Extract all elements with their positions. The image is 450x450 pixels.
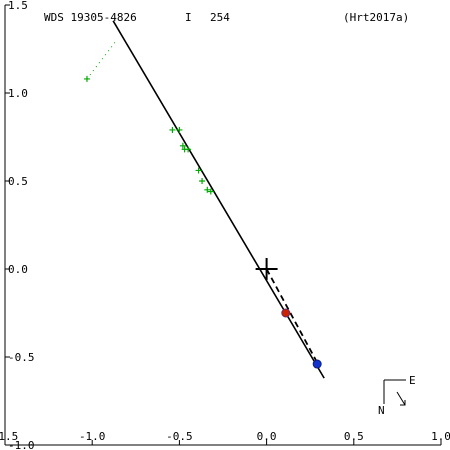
dashed-line — [265, 268, 320, 367]
motion-arrow — [396, 391, 406, 406]
y-tick-label: 0.5 — [8, 175, 28, 188]
observation-point — [176, 126, 183, 133]
east-label: E — [409, 374, 416, 387]
x-tick-label: 0.5 — [344, 430, 364, 443]
x-tick-labels: -1.5 -1.0 -0.5 0.0 0.5 1.0 — [0, 430, 450, 443]
motion-arrowhead — [400, 400, 406, 406]
header-number: 254 — [210, 11, 230, 24]
blue-point — [312, 359, 322, 369]
observation-point — [185, 146, 192, 153]
x-tick-label: -0.5 — [166, 430, 193, 443]
y-tick-labels: -1.0 -0.5 0.0 0.5 1.0 1.5 — [8, 0, 35, 450]
observation-point — [207, 188, 214, 195]
observation-point — [169, 126, 176, 133]
x-tick-label: 1.0 — [431, 430, 450, 443]
observation-point — [204, 186, 211, 193]
header-reference: (Hrt2017a) — [343, 11, 409, 24]
orbit-line — [112, 20, 325, 379]
dotted-connector — [86, 39, 118, 80]
red-point — [281, 308, 291, 318]
observation-point — [199, 178, 206, 184]
plot-marks — [83, 20, 325, 379]
y-tick-label: -0.5 — [8, 351, 35, 364]
x-tick-label: 0.0 — [257, 430, 277, 443]
header-designation: WDS 19305-4826 — [44, 11, 137, 24]
y-tick-label: -1.0 — [8, 439, 35, 450]
x-tick-label: -1.0 — [79, 430, 106, 443]
y-tick-label: 1.0 — [8, 87, 28, 100]
y-tick-label: 1.5 — [8, 0, 28, 12]
x-tick-label: -1.5 — [0, 430, 18, 443]
primary-star — [255, 258, 278, 280]
axes — [4, 4, 442, 446]
north-label: N — [378, 404, 385, 417]
header-grade: I — [185, 11, 192, 24]
observation-point — [195, 167, 202, 174]
observation-point — [83, 75, 90, 82]
y-tick-label: 0.0 — [8, 263, 28, 276]
observation-point — [179, 142, 186, 149]
orientation-indicator: E N — [378, 374, 416, 417]
